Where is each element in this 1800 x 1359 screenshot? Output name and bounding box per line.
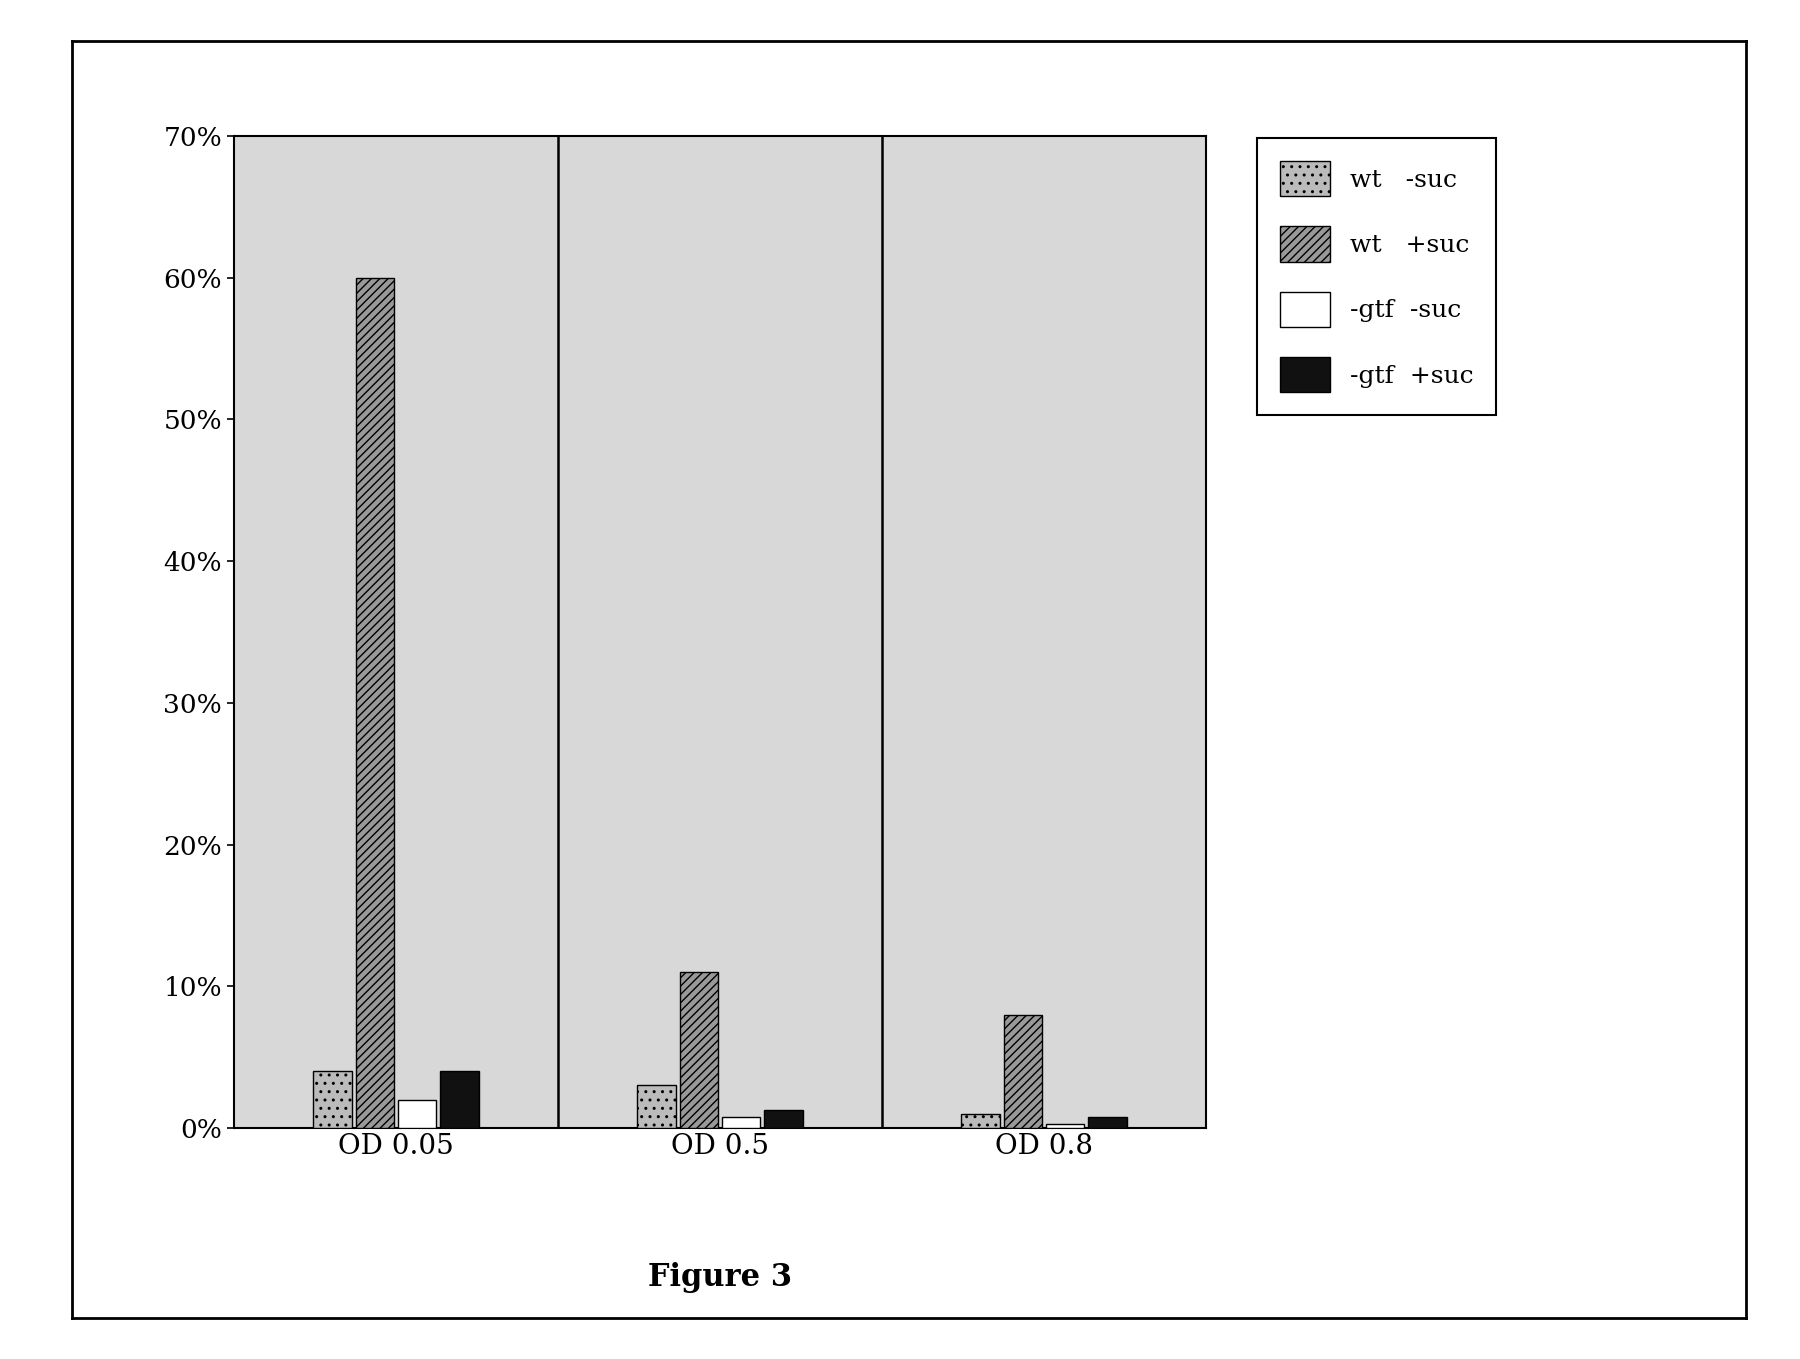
Bar [763,1109,803,1128]
Bar [1087,1117,1127,1128]
Bar [961,1114,1001,1128]
Text: Figure 3: Figure 3 [648,1263,792,1292]
Bar [637,1086,677,1128]
Bar [722,1117,760,1128]
Bar [356,277,394,1128]
Bar [680,972,718,1128]
Bar [313,1071,353,1128]
Bar [398,1099,436,1128]
Bar [1046,1124,1084,1128]
Legend: wt   -suc, wt   +suc, -gtf  -suc, -gtf  +suc: wt -suc, wt +suc, -gtf -suc, -gtf +suc [1258,139,1496,414]
Bar [439,1071,479,1128]
Bar [1004,1015,1042,1128]
